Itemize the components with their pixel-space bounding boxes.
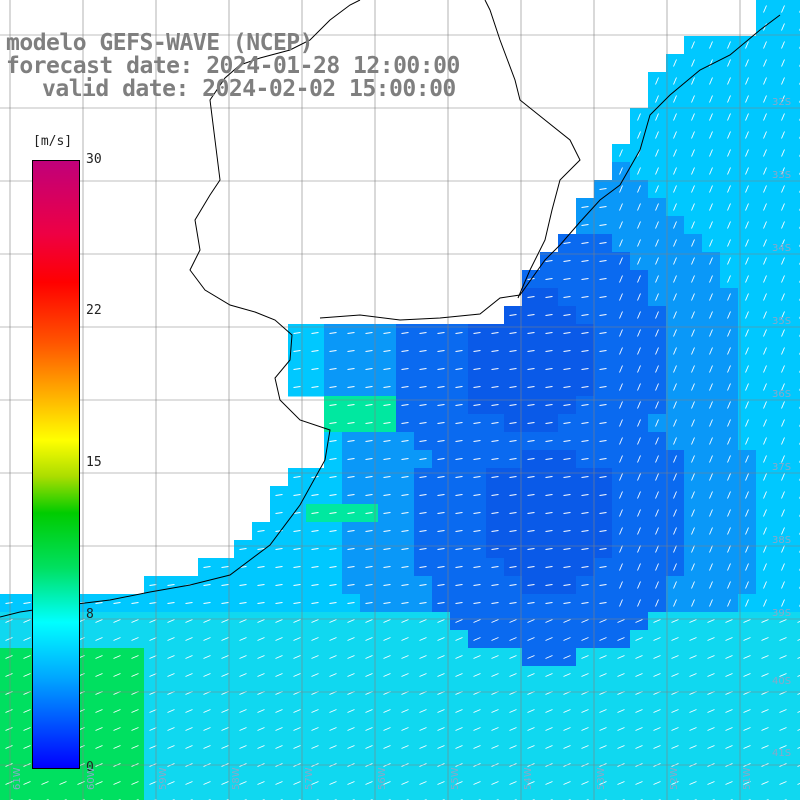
lon-label: 53W — [596, 767, 607, 790]
colorbar-unit: [m/s] — [33, 134, 73, 149]
border-line — [484, 0, 581, 299]
lon-label: 52W — [669, 767, 680, 790]
river-coast — [319, 14, 781, 321]
title-valid-date: valid date: 2024-02-02 15:00:00 — [42, 76, 456, 102]
lon-label: 60W — [86, 767, 97, 790]
title-forecast-date: forecast date: 2024-01-28 12:00:00 — [6, 53, 460, 79]
lat-label: 37S — [772, 462, 792, 473]
lat-label: 41S — [772, 748, 792, 759]
lat-label: 32S — [772, 97, 792, 108]
lat-label: 38S — [772, 535, 792, 546]
colorbar-tick-8: 8 — [86, 607, 94, 622]
lat-label: 40S — [772, 676, 792, 687]
lat-label: 39S — [772, 608, 792, 619]
lat-label: 36S — [772, 389, 792, 400]
colorbar-tick-15: 15 — [86, 455, 102, 470]
colorbar-tick-30: 30 — [86, 152, 102, 167]
lon-label: 56W — [377, 767, 388, 790]
coastline — [0, 0, 361, 618]
lon-label: 61W — [12, 767, 23, 790]
colorbar — [32, 160, 80, 769]
lat-label: 34S — [772, 243, 792, 254]
lon-label: 58W — [231, 767, 242, 790]
lon-label: 59W — [158, 767, 169, 790]
lon-label: 54W — [523, 767, 534, 790]
lon-label: 55W — [450, 767, 461, 790]
colorbar-tick-22: 22 — [86, 303, 102, 318]
wind-direction-arrows — [5, 5, 800, 800]
lat-label: 33S — [772, 170, 792, 181]
colorbar-tick-0: 0 — [86, 760, 94, 775]
lat-label: 35S — [772, 316, 792, 327]
lon-label: 51W — [742, 767, 753, 790]
lon-label: 57W — [304, 767, 315, 790]
title-model: modelo GEFS-WAVE (NCEP) — [6, 30, 314, 56]
